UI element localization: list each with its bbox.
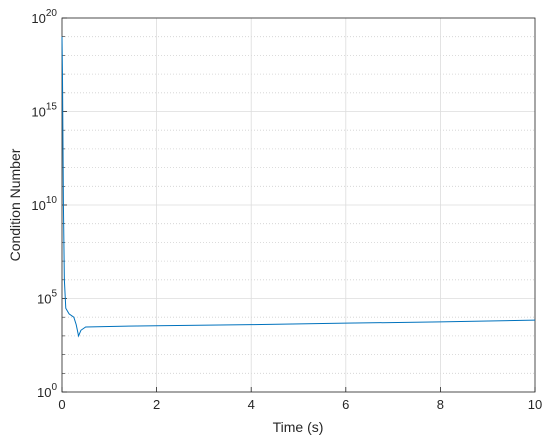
x-tick-label: 4 [248, 397, 255, 412]
y-tick-exponent: 20 [46, 8, 58, 19]
x-tick-label: 10 [528, 397, 542, 412]
y-tick-base: 10 [37, 385, 51, 400]
y-axis-label: Condition Number [7, 148, 23, 261]
data-line [61, 36, 536, 338]
x-tick-label: 0 [58, 397, 65, 412]
y-tick-exponent: 15 [46, 102, 58, 113]
y-tick-base: 10 [31, 105, 45, 120]
y-tick-exponent: 10 [46, 195, 58, 206]
y-tick-base: 10 [31, 198, 45, 213]
y-tick-label: 1020 [31, 8, 57, 26]
plot-frame [61, 17, 536, 393]
x-axis-label: Time (s) [273, 419, 324, 435]
y-tick-label: 100 [37, 382, 57, 400]
y-tick-label: 1010 [31, 195, 57, 213]
x-tick-label: 8 [437, 397, 444, 412]
x-tick-label: 2 [153, 397, 160, 412]
y-tick-base: 10 [37, 292, 51, 307]
y-tick-exponent: 0 [51, 382, 57, 393]
y-tick-exponent: 5 [51, 289, 57, 300]
y-tick-label: 105 [37, 289, 57, 307]
x-tick-label: 6 [342, 397, 349, 412]
y-tick-base: 10 [31, 11, 45, 26]
y-tick-label: 1015 [31, 102, 57, 120]
